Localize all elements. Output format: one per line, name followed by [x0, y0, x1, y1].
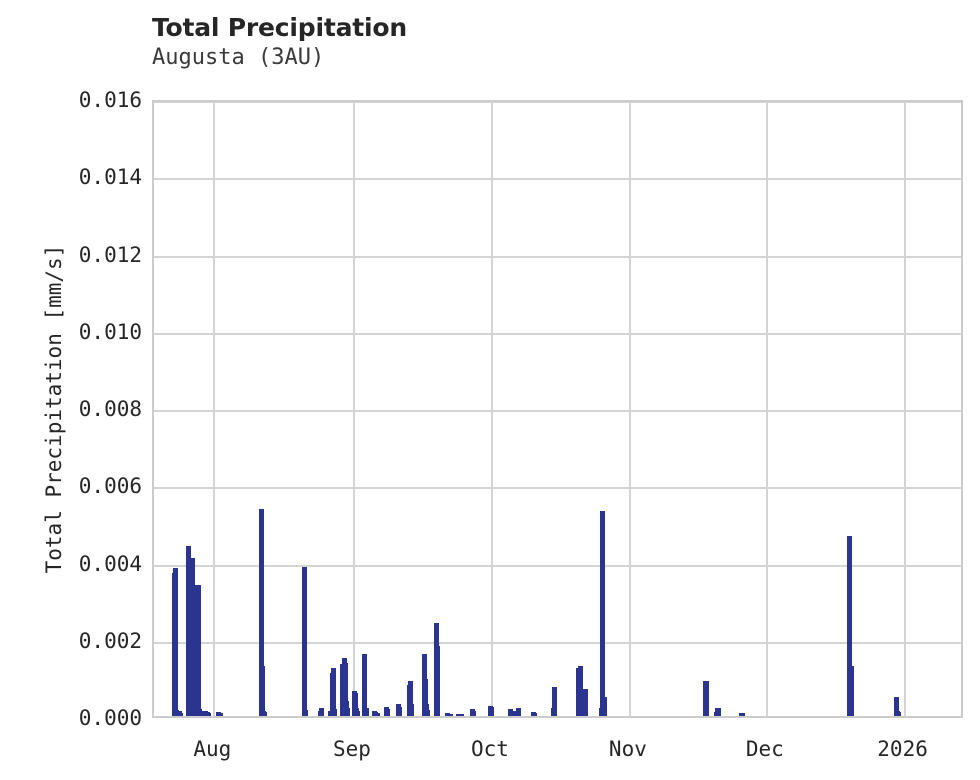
y-tick-label: 0.006: [78, 474, 142, 499]
gridline-horizontal: [154, 487, 961, 490]
bar: [458, 714, 464, 716]
x-tick-label: Sep: [333, 737, 371, 761]
bar: [190, 557, 196, 716]
bar: [186, 619, 192, 716]
bar: [258, 509, 264, 716]
bar: [471, 711, 477, 716]
gridline-vertical: [765, 102, 768, 716]
bar: [318, 707, 324, 716]
bar: [217, 712, 223, 716]
x-tick-label: Nov: [608, 737, 647, 761]
x-tick-label: Dec: [745, 737, 784, 761]
bar: [342, 662, 348, 716]
y-tick-label: 0.012: [78, 242, 142, 267]
bar: [374, 712, 380, 716]
bar: [408, 681, 414, 716]
bar: [848, 665, 854, 716]
bar: [301, 567, 307, 716]
y-tick-label: 0.016: [78, 88, 142, 112]
bar-series: [154, 102, 961, 716]
bar: [345, 707, 351, 716]
x-tick-label: Aug: [193, 737, 232, 761]
bar: [385, 709, 391, 716]
bar: [895, 712, 901, 716]
bar: [425, 709, 431, 716]
bar: [205, 712, 211, 716]
bar: [302, 709, 308, 716]
x-tick-label: 2026: [877, 737, 928, 761]
bar: [715, 708, 721, 716]
bar: [396, 706, 402, 716]
plot-area: [152, 100, 963, 718]
y-tick-label: 0.000: [78, 706, 142, 730]
bar: [577, 665, 583, 716]
gridline-horizontal: [154, 255, 961, 258]
bar: [198, 711, 204, 716]
bar: [362, 654, 368, 716]
bar: [447, 714, 453, 716]
bar: [582, 688, 588, 716]
bar: [409, 704, 415, 716]
bar: [434, 646, 440, 716]
gridline-horizontal: [154, 410, 961, 412]
gridline-vertical: [490, 102, 493, 716]
bar: [600, 511, 606, 716]
chart-subtitle: Augusta (3AU): [152, 45, 325, 70]
bar: [353, 692, 359, 716]
gridline-vertical: [352, 102, 355, 716]
gridline-horizontal: [154, 178, 961, 181]
bar: [532, 712, 538, 716]
gridline-vertical: [903, 102, 906, 716]
bar: [422, 679, 428, 716]
y-tick-label: 0.010: [78, 319, 142, 344]
y-tick-label: 0.004: [78, 551, 142, 576]
bar: [489, 706, 495, 716]
bar: [331, 709, 337, 716]
gridline-vertical: [213, 102, 216, 716]
bar: [330, 667, 336, 716]
bar: [847, 536, 853, 716]
bar: [259, 665, 265, 716]
bar: [363, 708, 369, 716]
bar: [177, 712, 183, 716]
gridline-horizontal: [154, 564, 961, 567]
y-axis-ticks: 0.000 0.002 0.004 0.006 0.008 0.010 0.012 0.014…: [0, 0, 142, 780]
gridline-horizontal: [154, 641, 961, 644]
bar: [739, 713, 745, 716]
x-tick-label: Oct: [470, 737, 509, 761]
y-tick-label: 0.008: [78, 397, 142, 421]
bar: [515, 707, 521, 716]
bar: [355, 710, 361, 716]
title-block: Total Precipitation Augusta (3AU): [152, 14, 852, 71]
bar: [601, 697, 607, 716]
bar: [172, 568, 178, 716]
bar: [704, 681, 710, 716]
bar: [195, 584, 201, 716]
gridline-vertical: [628, 102, 631, 716]
y-tick-label: 0.014: [78, 165, 142, 190]
gridline-horizontal: [154, 332, 961, 335]
bar: [551, 687, 557, 716]
bar: [893, 696, 899, 716]
y-tick-label: 0.002: [78, 628, 142, 653]
chart-title: Total Precipitation: [152, 13, 407, 42]
gridline-horizontal: [154, 102, 961, 103]
bar: [262, 712, 268, 716]
